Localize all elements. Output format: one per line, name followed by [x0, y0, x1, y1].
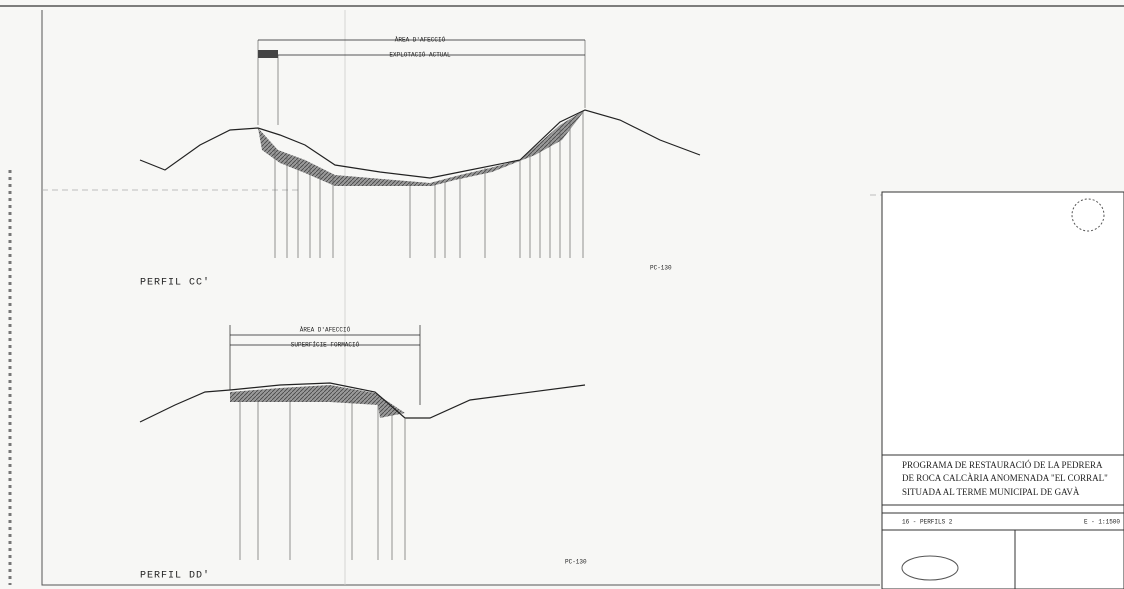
profile-code: PC-130 — [565, 559, 587, 566]
legend-swatch — [258, 50, 278, 58]
title-line: DE ROCA CALCÀRIA ANOMENADA "EL CORRAL" — [902, 473, 1108, 483]
title-block: PROGRAMA DE RESTAURACIÓ DE LA PEDRERA DE… — [881, 191, 1124, 589]
scale: E - 1:1500 — [1084, 519, 1120, 526]
area-label: ÀREA D'AFECCIÓ — [395, 37, 446, 44]
profile-dd: ÀREA D'AFECCIÓ SUPERFÍCIE FORMACIÓ PERFI… — [139, 325, 587, 582]
profile-title: PERFIL DD' — [140, 570, 210, 582]
extent-label: SUPERFÍCIE FORMACIÓ — [291, 342, 360, 349]
frame — [0, 5, 1124, 586]
logo — [901, 555, 959, 581]
sheet: 16 - PERFILS 2 — [902, 519, 953, 526]
title-line: SITUADA AL TERME MUNICIPAL DE GAVÀ — [902, 487, 1080, 497]
title-line: PROGRAMA DE RESTAURACIÓ DE LA PEDRERA — [902, 460, 1103, 470]
extent-label: EXPLOTACIÓ ACTUAL — [389, 52, 451, 59]
area-label: ÀREA D'AFECCIÓ — [300, 327, 351, 334]
profile-code: PC-130 — [650, 265, 672, 272]
profile-title: PERFIL CC' — [140, 277, 210, 289]
profile-cc: ÀREA D'AFECCIÓ EXPLOTACIÓ ACTUAL PERFIL … — [139, 37, 701, 289]
stamp — [1071, 198, 1105, 232]
